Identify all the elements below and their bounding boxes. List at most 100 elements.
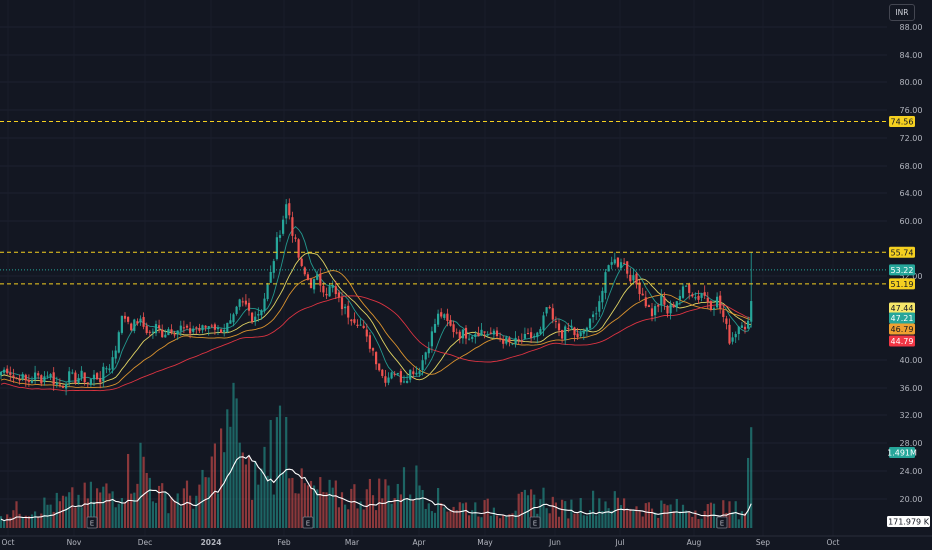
candle-body [316, 274, 319, 280]
price-tick-label: 20.00 [900, 495, 923, 504]
volume-bar [573, 513, 576, 528]
volume-tag-bg [889, 447, 915, 458]
candle-body [213, 324, 216, 330]
candle-body [647, 305, 650, 307]
month-label: Aug [687, 538, 702, 547]
ma-tag-label: 44.79 [891, 337, 914, 346]
candle-body [616, 257, 619, 267]
month-label: May [477, 538, 493, 547]
volume-bar [58, 501, 61, 528]
volume-bar [579, 498, 582, 528]
time-axis[interactable]: Oct Nov Dec 2024 Feb Mar Apr May Jun Jul Aug Sep Oct [0, 535, 932, 547]
candle-body [598, 301, 601, 312]
candle-body [6, 368, 9, 374]
volume-bar [458, 502, 461, 528]
candle-body [663, 297, 666, 305]
volume-bar [266, 475, 269, 528]
currency-button[interactable]: INR [889, 4, 915, 21]
volume-bar [616, 497, 619, 528]
price-tick-label: 40.00 [900, 356, 923, 365]
volume-bar [251, 499, 254, 528]
candle-body [170, 329, 173, 333]
volume-bar [173, 500, 176, 528]
volume-bar [204, 477, 207, 528]
volume-bar [483, 500, 486, 528]
candle-body [573, 327, 576, 336]
earnings-box [716, 516, 728, 529]
earnings-label: E [306, 520, 310, 528]
volume-bar [387, 485, 390, 528]
earnings-box [86, 516, 98, 529]
volume-bar [514, 510, 517, 528]
candle-body [176, 330, 179, 335]
volume-bar [359, 501, 362, 528]
candle-body [120, 315, 123, 333]
volume-bar [743, 513, 747, 528]
ma-tag: 46.79 [889, 323, 915, 335]
volume-bar [728, 501, 731, 528]
level-tag: 51.19 [889, 278, 915, 290]
candle-body [136, 321, 139, 324]
candle-body [402, 381, 406, 383]
candle-body [585, 327, 588, 331]
candle-body [725, 318, 728, 324]
volume-bar [595, 515, 598, 528]
candle-body [517, 339, 520, 341]
volume-bar [313, 485, 316, 528]
volume-bar [502, 514, 505, 528]
candle-body [185, 325, 189, 328]
candles [0, 198, 753, 396]
volume-bar [675, 498, 678, 528]
ma-tag: 47.44 [889, 302, 915, 314]
candle-body [235, 306, 238, 314]
volume-bar [61, 495, 65, 528]
level-tag-bg [889, 278, 915, 290]
volume-bar [396, 483, 399, 528]
ma-tag-label: 46.79 [891, 325, 914, 334]
candle-body [619, 262, 623, 269]
volume-bar [607, 508, 610, 528]
candle-body [371, 348, 375, 351]
ma-tag-bg [889, 312, 915, 324]
candle-body [247, 302, 251, 311]
volume-bar [294, 493, 297, 528]
candle-body [192, 328, 195, 332]
candle-body [508, 337, 511, 343]
volume-bar [468, 515, 471, 528]
volume-bar [83, 482, 86, 528]
candle-body [21, 374, 24, 379]
candle-body [613, 259, 616, 264]
volume-bar [697, 519, 700, 528]
candle-body [468, 338, 471, 340]
volume-bar [443, 507, 446, 528]
candle-body [430, 331, 433, 347]
price-axis[interactable]: 88.00 84.00 80.00 76.00 72.00 68.00 64.00 60.00… [900, 23, 923, 504]
volume-bar [167, 513, 170, 528]
volume-bar [185, 480, 189, 528]
candle-body [164, 334, 167, 338]
volume-bar [331, 487, 334, 528]
candle-body [216, 327, 220, 330]
candle-body [37, 373, 40, 376]
candle-body [99, 378, 102, 383]
volume-bar [285, 416, 288, 528]
volume-bar [337, 507, 340, 528]
candle-body [18, 379, 21, 381]
volume-bar [127, 453, 130, 528]
candle-body [368, 335, 371, 349]
candle-body [421, 360, 424, 371]
month-label: Sep [756, 538, 770, 547]
volume-bar [626, 509, 629, 528]
candle-body [260, 310, 263, 316]
volume-bar [170, 497, 173, 528]
volume-bar [207, 477, 210, 528]
volume-bar [409, 494, 412, 528]
volume-bar [539, 499, 542, 528]
candle-body [375, 352, 378, 365]
volume-bar [712, 503, 716, 528]
candle-body [458, 331, 461, 339]
volume-bar [356, 508, 359, 528]
volume-bar [123, 502, 127, 528]
candle-body [334, 286, 337, 295]
